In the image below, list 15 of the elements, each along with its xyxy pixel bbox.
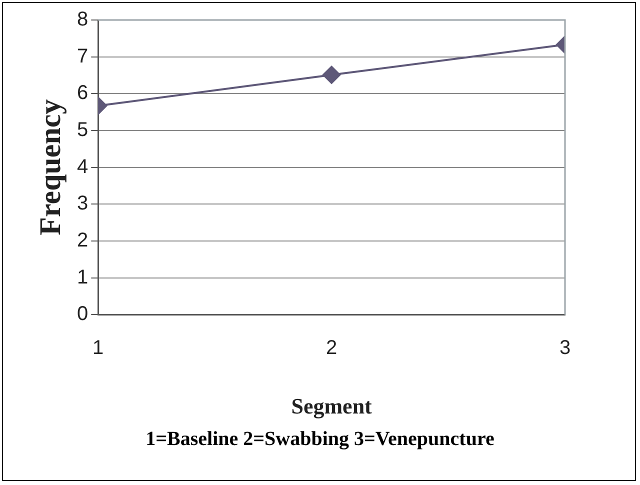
y-axis-title: Frequency [34, 99, 67, 236]
y-tick-label: 4 [77, 156, 88, 178]
y-tick-label: 2 [77, 229, 88, 252]
x-tick-label: 1 [92, 337, 104, 360]
text: 1=Baseline 2=Swabbing 3=Venepuncture [144, 428, 496, 451]
y-tick-label: 8 [77, 8, 88, 31]
x-tick-label: 3 [559, 337, 571, 360]
y-tick-label: 0 [77, 303, 88, 326]
y-tick-label: 1 [77, 266, 88, 288]
y-tick-label: 3 [77, 192, 88, 215]
y-tick-label: 5 [77, 118, 88, 141]
y-tick-label: 6 [77, 82, 88, 104]
y-tick-label: 7 [77, 45, 88, 68]
x-axis-title: Segment [291, 393, 373, 418]
x-tick-label: 2 [326, 337, 338, 360]
